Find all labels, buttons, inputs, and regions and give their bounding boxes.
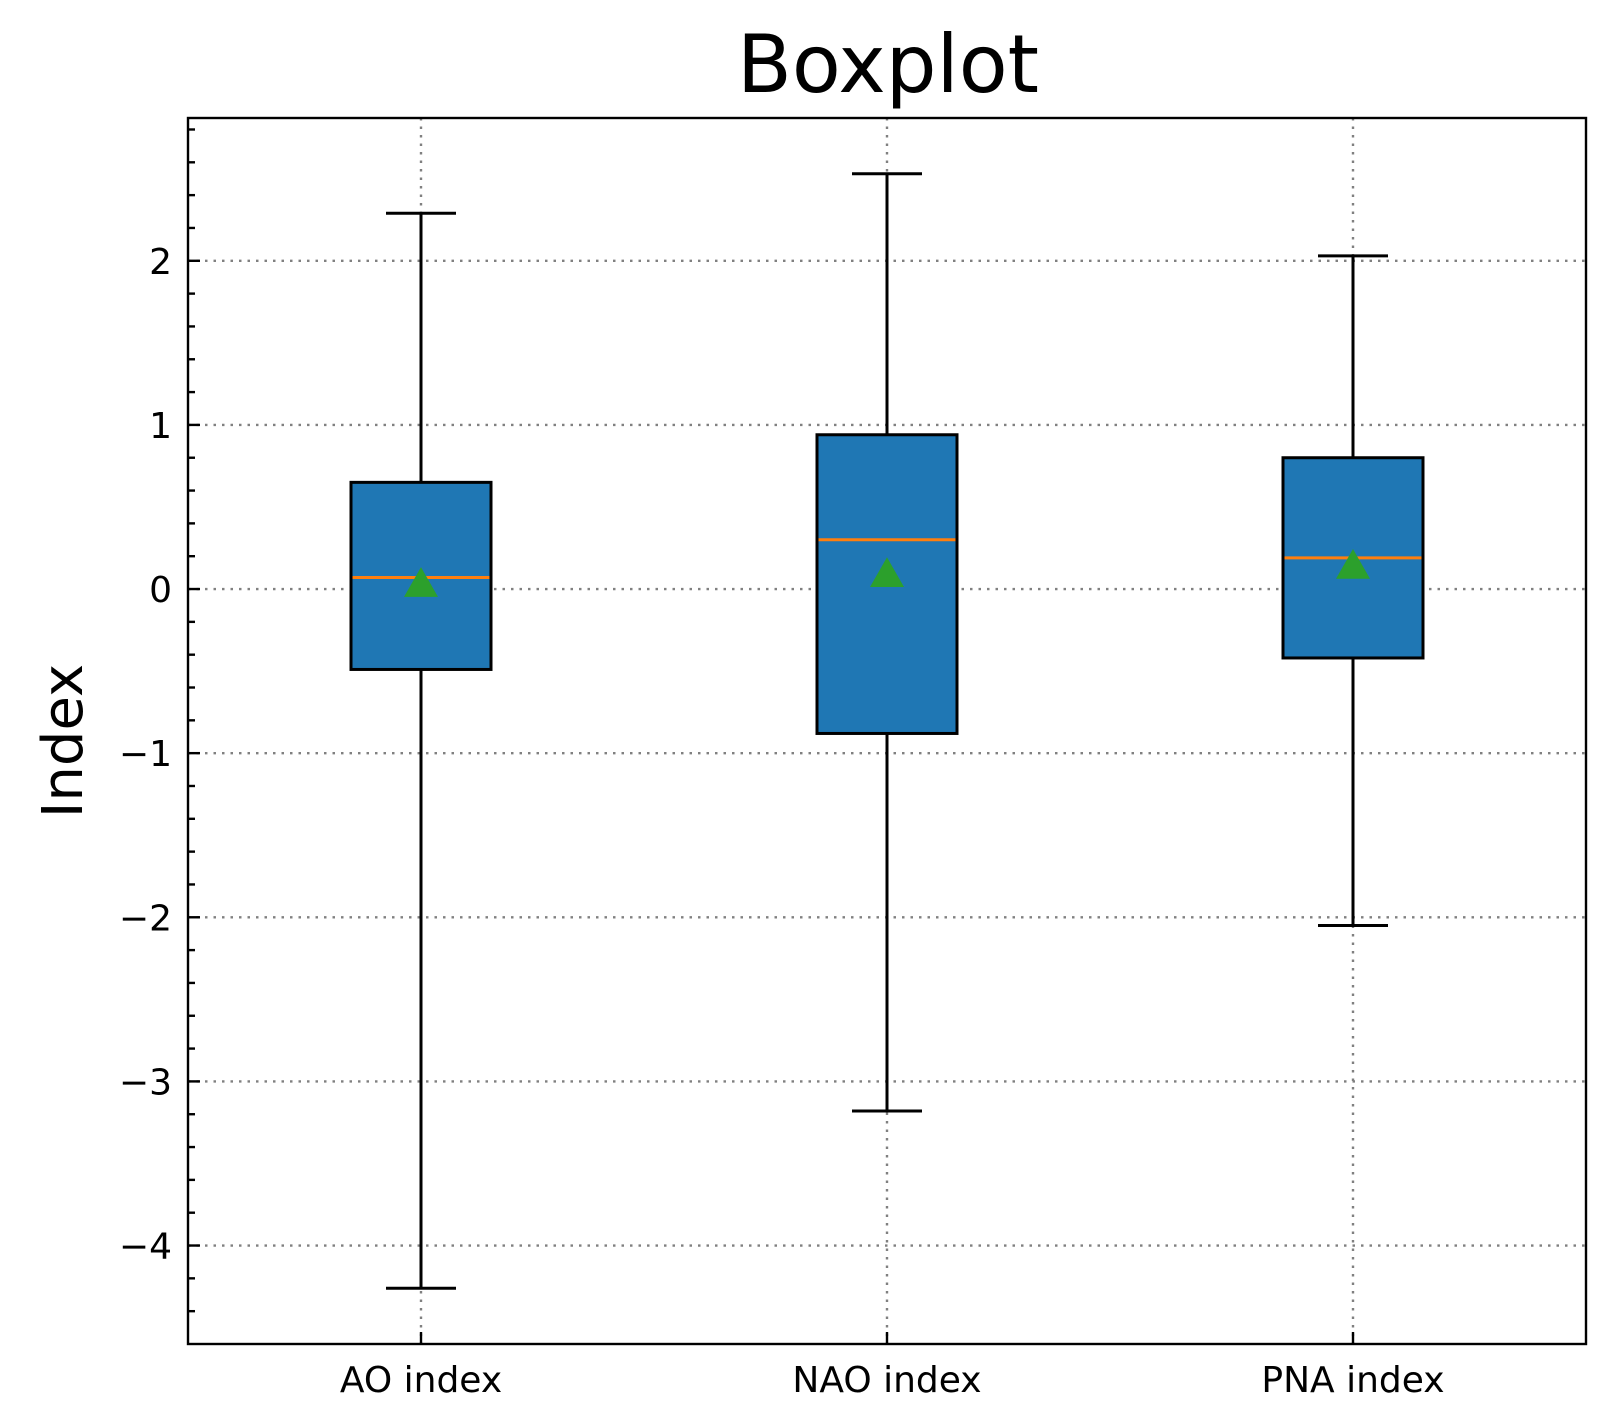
y-tick-label: 1 (149, 406, 172, 447)
mean-marker (870, 557, 904, 588)
mean-marker (1336, 549, 1370, 579)
y-axis-label: Index (31, 664, 96, 818)
chart-title: Boxplot (737, 18, 1039, 111)
y-tick-label: −3 (119, 1062, 172, 1103)
plot-frame (186, 116, 1588, 1346)
x-tick-label: NAO index (792, 1360, 981, 1401)
boxes (349, 172, 1425, 1290)
y-tick-label: −4 (119, 1227, 172, 1268)
x-tick-label: PNA index (1261, 1360, 1444, 1401)
y-tick-label: −2 (119, 898, 172, 939)
y-tick-label: 0 (149, 570, 172, 611)
y-tick-label: 2 (149, 242, 172, 283)
y-tick-label: −1 (119, 734, 172, 775)
x-tick-label: AO index (340, 1360, 502, 1401)
mean-marker (404, 567, 438, 597)
axis-ticks: −4 −3 −2 −1 0 1 2 AO index NAO index PNA index (119, 128, 1445, 1401)
